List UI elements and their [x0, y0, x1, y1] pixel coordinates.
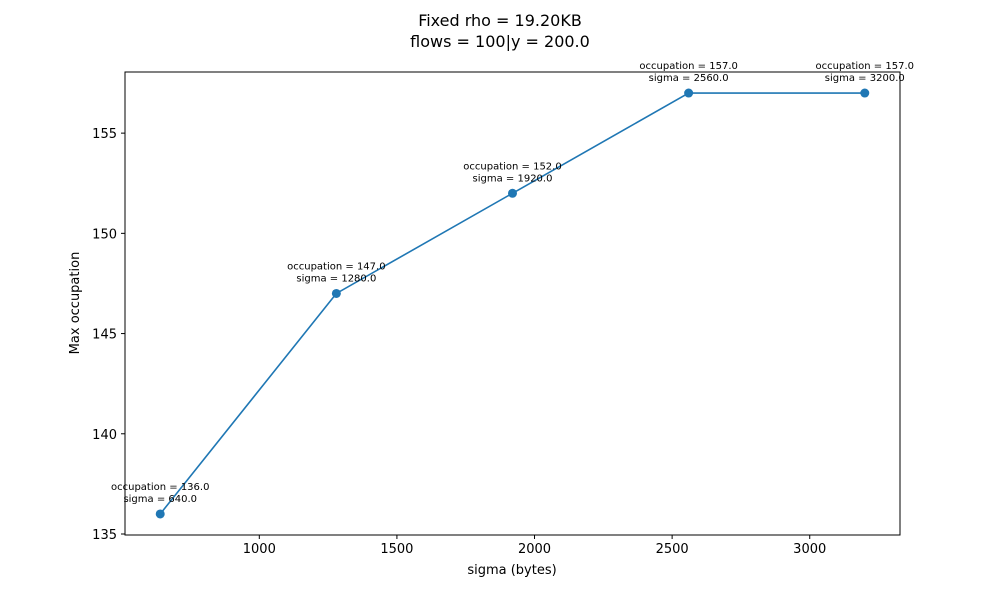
x-tick-label: 1500 [380, 542, 413, 557]
data-point [860, 88, 870, 98]
data-point [155, 509, 165, 519]
x-tick-label: 3000 [793, 542, 826, 557]
data-label-occupation: occupation = 157.0 [816, 61, 914, 72]
series-group [155, 88, 870, 519]
data-label-sigma: sigma = 1280.0 [296, 273, 376, 284]
chart-title: Fixed rho = 19.20KB flows = 100|y = 200.… [410, 11, 590, 51]
data-label-occupation: occupation = 147.0 [287, 261, 385, 272]
chart-title-line-2: flows = 100|y = 200.0 [410, 32, 590, 51]
x-axis-label: sigma (bytes) [467, 563, 556, 578]
y-tick-label: 135 [92, 528, 117, 543]
data-label-occupation: occupation = 136.0 [111, 482, 209, 493]
x-axis: 1000 1500 2000 2500 3000 [243, 535, 826, 557]
y-tick-label: 145 [92, 328, 117, 343]
data-point [684, 88, 694, 98]
data-label-sigma: sigma = 640.0 [123, 494, 197, 505]
x-tick-label: 2000 [518, 542, 551, 557]
data-point [331, 288, 341, 298]
data-point [508, 188, 517, 198]
y-tick-label: 140 [92, 428, 117, 443]
series-line [159, 92, 865, 515]
y-axis: 135 140 145 150 155 [92, 127, 125, 543]
data-label-sigma: sigma = 2560.0 [649, 73, 729, 84]
y-axis-label: Max occupation [68, 252, 83, 355]
data-label-occupation: occupation = 157.0 [639, 61, 737, 72]
plot-area-frame [124, 71, 901, 536]
x-tick-label: 1000 [243, 542, 276, 557]
y-tick-label: 155 [92, 127, 117, 142]
y-tick-label: 150 [92, 227, 117, 242]
data-label-sigma: sigma = 1920.0 [473, 173, 553, 184]
data-label-occupation: occupation = 152.0 [463, 161, 561, 172]
data-label-sigma: sigma = 3200.0 [825, 73, 905, 84]
chart-title-line-1: Fixed rho = 19.20KB [418, 11, 582, 30]
x-tick-label: 2500 [656, 542, 689, 557]
